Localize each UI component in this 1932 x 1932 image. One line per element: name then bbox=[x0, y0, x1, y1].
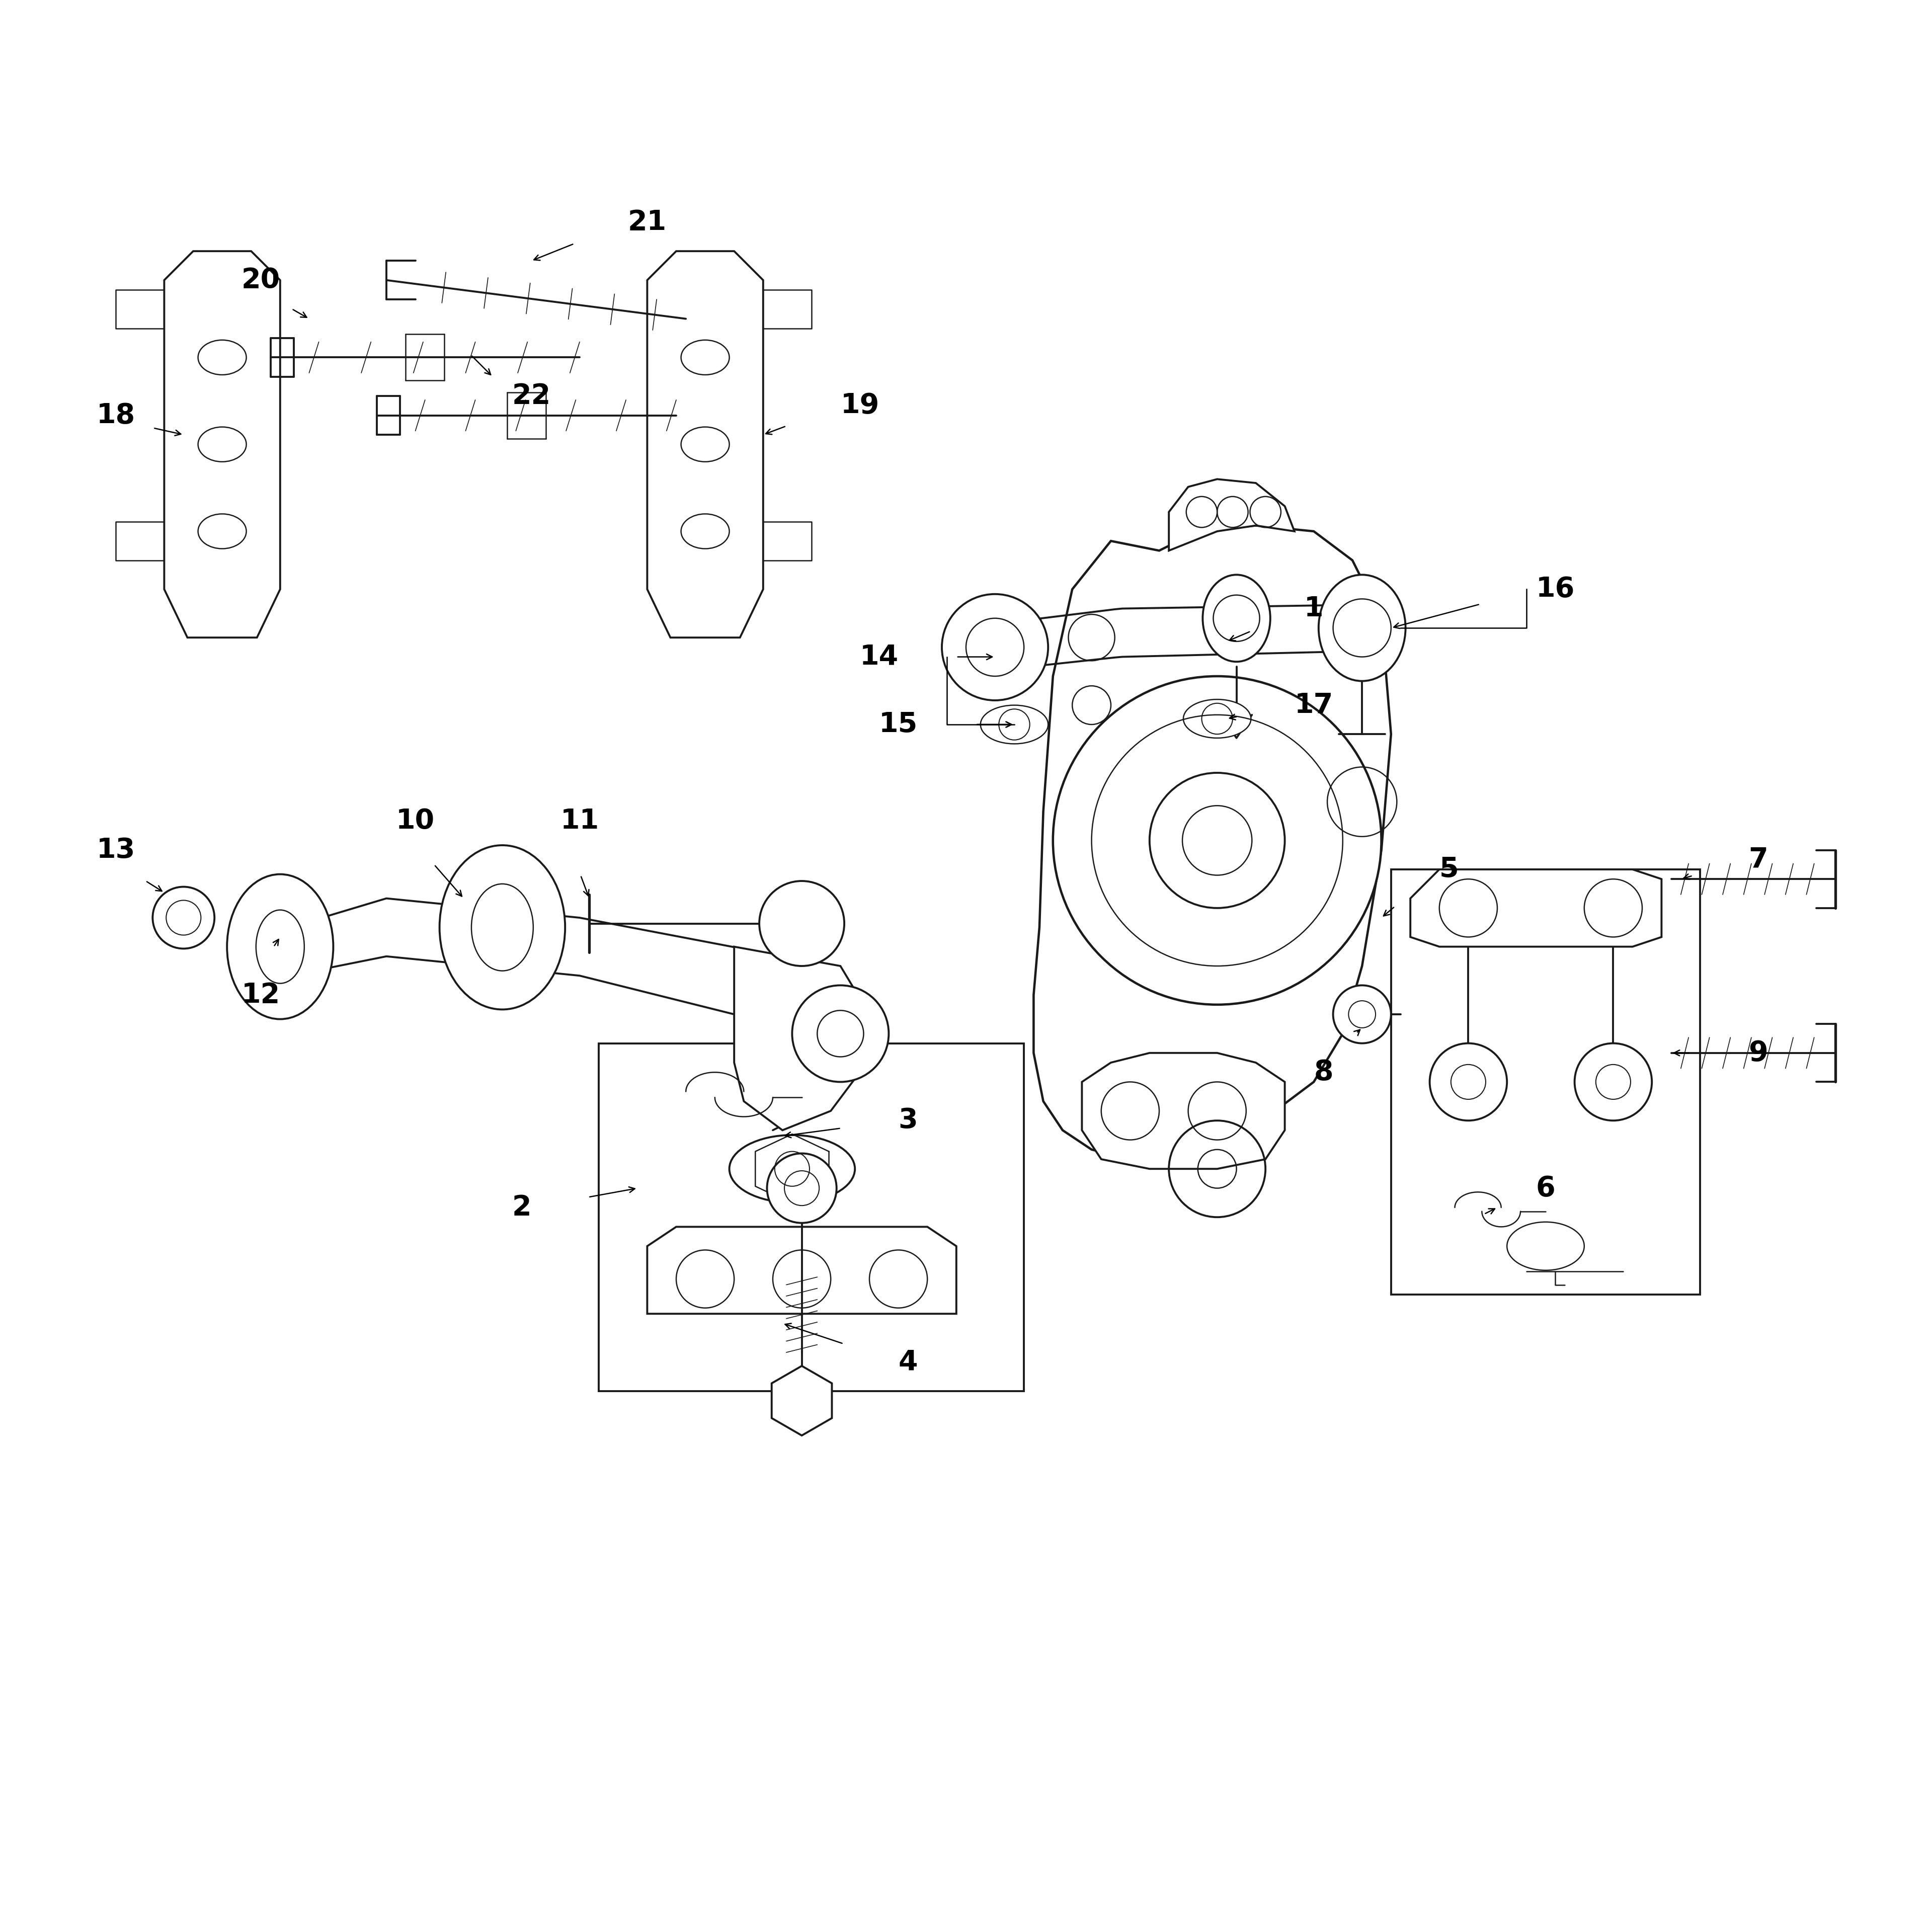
Text: 10: 10 bbox=[396, 808, 435, 835]
Text: 19: 19 bbox=[840, 392, 879, 419]
Polygon shape bbox=[1410, 869, 1662, 947]
Bar bbox=[1391, 869, 1700, 1294]
Ellipse shape bbox=[197, 427, 247, 462]
Ellipse shape bbox=[680, 427, 728, 462]
Text: 2: 2 bbox=[512, 1194, 531, 1221]
Circle shape bbox=[792, 985, 889, 1082]
Circle shape bbox=[1053, 676, 1381, 1005]
Text: 11: 11 bbox=[560, 808, 599, 835]
Text: 13: 13 bbox=[97, 837, 135, 864]
Text: 8: 8 bbox=[1314, 1059, 1333, 1086]
Ellipse shape bbox=[226, 875, 334, 1020]
Text: 16: 16 bbox=[1536, 576, 1575, 603]
Text: 12: 12 bbox=[242, 981, 280, 1009]
Text: 17: 17 bbox=[1294, 692, 1333, 719]
Ellipse shape bbox=[471, 885, 533, 972]
Text: 14: 14 bbox=[860, 643, 898, 670]
Text: 3: 3 bbox=[898, 1107, 918, 1134]
Circle shape bbox=[1430, 1043, 1507, 1121]
Polygon shape bbox=[734, 947, 869, 1130]
Text: 15: 15 bbox=[879, 711, 918, 738]
Ellipse shape bbox=[943, 595, 1047, 701]
Circle shape bbox=[767, 1153, 837, 1223]
Polygon shape bbox=[647, 251, 763, 638]
Polygon shape bbox=[1034, 526, 1391, 1159]
Ellipse shape bbox=[1318, 576, 1405, 682]
Ellipse shape bbox=[255, 910, 303, 983]
Text: 18: 18 bbox=[97, 402, 135, 429]
Text: 6: 6 bbox=[1536, 1175, 1555, 1202]
Ellipse shape bbox=[680, 340, 728, 375]
Polygon shape bbox=[1082, 1053, 1285, 1169]
Polygon shape bbox=[771, 1366, 833, 1435]
Text: 22: 22 bbox=[512, 383, 551, 410]
Polygon shape bbox=[647, 1227, 956, 1314]
Text: 4: 4 bbox=[898, 1349, 918, 1376]
Ellipse shape bbox=[1507, 1223, 1584, 1271]
Ellipse shape bbox=[980, 705, 1047, 744]
Circle shape bbox=[1575, 1043, 1652, 1121]
Ellipse shape bbox=[1202, 576, 1271, 661]
Text: 5: 5 bbox=[1439, 856, 1459, 883]
Text: 21: 21 bbox=[628, 209, 667, 236]
Ellipse shape bbox=[1182, 699, 1250, 738]
Bar bbox=[599, 1043, 1024, 1391]
Ellipse shape bbox=[197, 514, 247, 549]
Ellipse shape bbox=[680, 514, 728, 549]
Ellipse shape bbox=[728, 1136, 854, 1202]
Circle shape bbox=[1150, 773, 1285, 908]
Polygon shape bbox=[1169, 479, 1294, 551]
Text: 1: 1 bbox=[1304, 595, 1323, 622]
Text: 9: 9 bbox=[1748, 1039, 1768, 1066]
Polygon shape bbox=[164, 251, 280, 638]
Circle shape bbox=[1333, 985, 1391, 1043]
Text: 7: 7 bbox=[1748, 846, 1768, 873]
Text: 20: 20 bbox=[242, 267, 280, 294]
Ellipse shape bbox=[153, 887, 214, 949]
Ellipse shape bbox=[440, 846, 564, 1009]
Ellipse shape bbox=[197, 340, 247, 375]
Circle shape bbox=[759, 881, 844, 966]
